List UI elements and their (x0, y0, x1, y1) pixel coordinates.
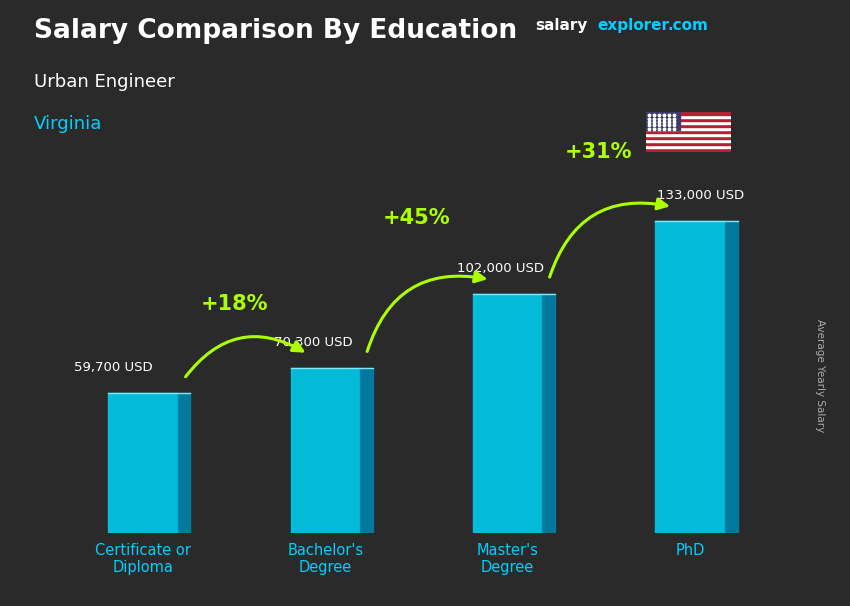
Polygon shape (178, 393, 190, 533)
Text: +31%: +31% (565, 142, 632, 162)
Bar (646, 112, 731, 115)
Polygon shape (725, 221, 738, 533)
Text: salary: salary (536, 18, 588, 33)
Polygon shape (360, 368, 372, 533)
Text: Urban Engineer: Urban Engineer (34, 73, 175, 91)
Text: .com: .com (667, 18, 708, 33)
Text: +18%: +18% (201, 294, 268, 314)
Bar (646, 145, 731, 148)
Text: 59,700 USD: 59,700 USD (73, 361, 152, 375)
Bar (646, 118, 731, 121)
Bar (646, 124, 731, 127)
Polygon shape (655, 221, 725, 533)
Bar (646, 127, 731, 130)
Text: explorer: explorer (598, 18, 670, 33)
Text: +45%: +45% (382, 208, 450, 228)
Text: 102,000 USD: 102,000 USD (456, 262, 544, 275)
Polygon shape (108, 393, 178, 533)
Bar (646, 130, 731, 133)
Text: Average Yearly Salary: Average Yearly Salary (815, 319, 825, 432)
Polygon shape (291, 368, 360, 533)
Bar (646, 136, 731, 139)
Bar (646, 133, 731, 136)
Bar (646, 148, 731, 152)
Bar (646, 112, 680, 130)
Text: Virginia: Virginia (34, 115, 102, 133)
Bar (646, 115, 731, 118)
Text: 70,300 USD: 70,300 USD (275, 336, 353, 350)
Polygon shape (542, 294, 555, 533)
Bar (646, 139, 731, 142)
Text: Salary Comparison By Education: Salary Comparison By Education (34, 18, 517, 44)
Polygon shape (473, 294, 542, 533)
Text: 133,000 USD: 133,000 USD (657, 189, 745, 202)
Bar (646, 121, 731, 124)
Bar (646, 142, 731, 145)
